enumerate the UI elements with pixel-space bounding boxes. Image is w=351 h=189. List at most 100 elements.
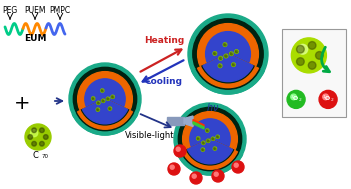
Circle shape: [97, 110, 98, 111]
Circle shape: [193, 19, 263, 89]
Wedge shape: [187, 147, 232, 164]
Circle shape: [102, 101, 103, 102]
Circle shape: [213, 147, 217, 150]
Circle shape: [213, 138, 214, 139]
Circle shape: [198, 139, 199, 140]
Circle shape: [319, 90, 337, 108]
Circle shape: [203, 149, 204, 150]
Wedge shape: [87, 99, 123, 119]
Circle shape: [110, 107, 111, 108]
Circle shape: [198, 24, 258, 84]
Circle shape: [235, 52, 236, 53]
Circle shape: [216, 135, 219, 138]
Circle shape: [98, 110, 99, 111]
Circle shape: [203, 143, 204, 144]
Circle shape: [108, 99, 109, 100]
Circle shape: [201, 148, 205, 151]
Circle shape: [218, 136, 219, 137]
Polygon shape: [184, 116, 193, 126]
Wedge shape: [202, 66, 254, 83]
Circle shape: [32, 128, 37, 133]
Circle shape: [198, 137, 199, 138]
Circle shape: [170, 165, 174, 169]
Circle shape: [206, 131, 207, 132]
Circle shape: [97, 103, 98, 104]
Circle shape: [174, 145, 186, 157]
Circle shape: [211, 137, 214, 140]
Circle shape: [214, 172, 218, 176]
Circle shape: [69, 63, 141, 135]
Circle shape: [203, 142, 204, 143]
Text: 70: 70: [42, 153, 49, 159]
Circle shape: [291, 94, 296, 100]
Circle shape: [215, 52, 216, 53]
Circle shape: [207, 141, 208, 142]
Circle shape: [209, 140, 210, 141]
Circle shape: [212, 170, 224, 182]
Wedge shape: [200, 54, 256, 84]
Circle shape: [113, 96, 114, 97]
Circle shape: [219, 65, 220, 66]
Circle shape: [202, 141, 205, 144]
Circle shape: [108, 107, 112, 110]
Text: Heating: Heating: [144, 36, 184, 45]
Circle shape: [225, 43, 226, 45]
Circle shape: [40, 141, 44, 146]
Circle shape: [233, 64, 234, 65]
Circle shape: [188, 14, 268, 94]
Circle shape: [178, 107, 242, 171]
Circle shape: [232, 53, 233, 54]
Circle shape: [168, 163, 180, 175]
Circle shape: [208, 139, 209, 140]
Circle shape: [215, 52, 216, 54]
Circle shape: [108, 98, 109, 99]
Circle shape: [224, 45, 225, 46]
Circle shape: [226, 55, 227, 56]
Circle shape: [231, 52, 232, 53]
Circle shape: [206, 32, 250, 76]
Circle shape: [215, 149, 216, 150]
Circle shape: [220, 57, 222, 58]
Circle shape: [98, 101, 99, 102]
Circle shape: [208, 141, 209, 142]
Circle shape: [174, 103, 246, 175]
Text: PEG: PEG: [2, 6, 18, 15]
Circle shape: [40, 128, 44, 133]
Circle shape: [213, 139, 214, 140]
Circle shape: [85, 79, 125, 119]
Wedge shape: [208, 54, 248, 76]
Circle shape: [93, 98, 94, 99]
Circle shape: [73, 67, 137, 131]
Circle shape: [220, 59, 221, 60]
Circle shape: [93, 99, 94, 100]
Wedge shape: [192, 139, 228, 159]
Circle shape: [219, 57, 223, 60]
Circle shape: [232, 63, 235, 66]
Circle shape: [190, 119, 230, 159]
Circle shape: [197, 137, 200, 140]
Wedge shape: [76, 99, 134, 131]
Circle shape: [323, 94, 329, 100]
Circle shape: [102, 90, 103, 91]
Circle shape: [291, 38, 326, 73]
Circle shape: [207, 131, 208, 132]
Wedge shape: [76, 112, 134, 131]
Circle shape: [287, 90, 305, 108]
Circle shape: [98, 102, 99, 103]
Circle shape: [97, 102, 98, 103]
Circle shape: [99, 102, 100, 103]
Circle shape: [113, 96, 114, 97]
Circle shape: [220, 57, 221, 58]
Circle shape: [203, 148, 204, 149]
Circle shape: [190, 172, 202, 184]
Circle shape: [32, 141, 37, 146]
Circle shape: [233, 63, 234, 64]
Circle shape: [297, 45, 304, 53]
Polygon shape: [193, 122, 204, 129]
Circle shape: [96, 108, 99, 111]
Wedge shape: [181, 139, 239, 171]
Circle shape: [236, 50, 238, 52]
Circle shape: [98, 108, 99, 109]
Circle shape: [225, 55, 226, 56]
Circle shape: [298, 44, 308, 54]
